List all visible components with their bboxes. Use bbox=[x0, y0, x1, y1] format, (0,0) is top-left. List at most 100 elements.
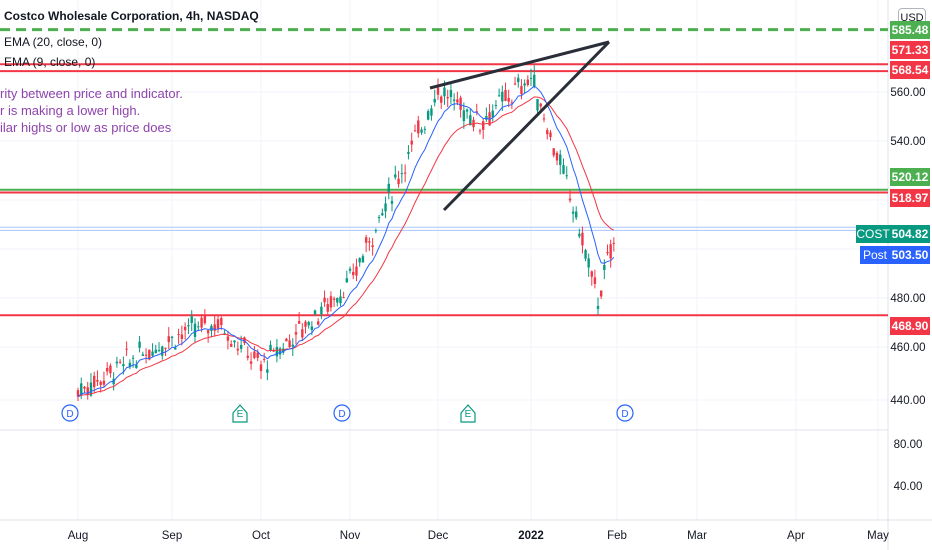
candle-body bbox=[555, 152, 559, 161]
trendline-lower[interactable] bbox=[442, 40, 611, 212]
candle-body bbox=[593, 277, 597, 284]
candle-body bbox=[603, 264, 606, 270]
candle-body bbox=[131, 357, 135, 359]
candle-body bbox=[364, 237, 368, 243]
price-level-tag[interactable]: 504.82 bbox=[890, 225, 930, 243]
candle-body bbox=[403, 172, 407, 174]
candle-body bbox=[384, 203, 387, 212]
candle-body bbox=[313, 310, 317, 315]
candle-body bbox=[565, 175, 568, 177]
candle-body bbox=[89, 382, 93, 396]
candle-body bbox=[301, 329, 304, 338]
time-axis-tick: 2022 bbox=[518, 530, 544, 542]
candle-body bbox=[526, 79, 530, 86]
post-market-tag[interactable]: Post bbox=[860, 246, 890, 264]
candle-body bbox=[180, 334, 184, 339]
candle-body bbox=[253, 351, 256, 358]
candle-body bbox=[200, 317, 203, 328]
candle-body bbox=[342, 297, 345, 299]
candle-body bbox=[459, 97, 462, 110]
candle-body bbox=[377, 217, 381, 219]
candle-body bbox=[256, 352, 259, 358]
ema9-legend[interactable]: EMA (9, close, 0) bbox=[4, 55, 96, 69]
candle-body bbox=[125, 348, 128, 350]
candle-body bbox=[282, 348, 285, 353]
candle-body bbox=[323, 297, 326, 303]
candle-body bbox=[542, 118, 546, 120]
candle-body bbox=[413, 130, 417, 132]
candle-body bbox=[407, 151, 410, 154]
symbol-tag[interactable]: COST bbox=[856, 225, 890, 243]
candle-body bbox=[420, 129, 423, 133]
price-level-tag[interactable]: 503.50 bbox=[890, 246, 930, 264]
candle-body bbox=[122, 364, 125, 367]
candle-body bbox=[581, 232, 584, 246]
earnings-marker[interactable] bbox=[460, 404, 476, 423]
candle-body bbox=[387, 183, 390, 193]
candle-body bbox=[381, 213, 384, 216]
event-marker-label: E bbox=[465, 409, 472, 420]
candle-body bbox=[167, 336, 170, 343]
dividend-marker[interactable] bbox=[333, 404, 351, 422]
candle-body bbox=[294, 332, 298, 335]
candle-body bbox=[426, 111, 430, 120]
candle-body bbox=[423, 128, 427, 130]
candle-body bbox=[575, 211, 578, 218]
candle-body bbox=[368, 241, 371, 243]
dividend-marker[interactable] bbox=[61, 404, 79, 422]
candle-body bbox=[517, 77, 520, 83]
candle-body bbox=[523, 83, 526, 86]
candle-body bbox=[170, 336, 174, 339]
event-marker-label: D bbox=[338, 409, 345, 420]
candle-body bbox=[259, 364, 263, 371]
price-level-tag[interactable]: 571.33 bbox=[890, 41, 930, 59]
annotation-text-line: r is making a lower high. bbox=[0, 103, 141, 118]
dividend-marker[interactable] bbox=[616, 404, 634, 422]
price-level-tag[interactable]: 520.12 bbox=[890, 168, 930, 186]
trendline-upper[interactable] bbox=[429, 40, 610, 90]
candle-body bbox=[246, 355, 249, 358]
candle-body bbox=[216, 319, 220, 329]
candle-body bbox=[161, 346, 164, 356]
candle-body bbox=[488, 112, 491, 126]
price-level-tag[interactable]: 585.48 bbox=[890, 21, 930, 39]
candle-body bbox=[559, 154, 562, 165]
price-axis-tick: 80.00 bbox=[894, 439, 923, 451]
candle-body bbox=[568, 198, 572, 201]
price-level-tag[interactable]: 568.54 bbox=[890, 61, 930, 79]
candle-body bbox=[230, 344, 233, 347]
ema9-line[interactable] bbox=[77, 85, 615, 398]
price-axis-tick: 540.00 bbox=[890, 136, 925, 148]
candle-body bbox=[536, 99, 539, 111]
candle-body bbox=[105, 368, 109, 372]
candle-body bbox=[304, 321, 307, 327]
candle-body bbox=[590, 271, 593, 277]
candle-body bbox=[220, 317, 223, 326]
candle-body bbox=[262, 358, 266, 360]
candle-body bbox=[157, 349, 161, 351]
candle-body bbox=[578, 233, 581, 237]
candle-body bbox=[552, 148, 555, 156]
candle-body bbox=[494, 105, 498, 107]
time-axis-tick: Oct bbox=[252, 530, 271, 542]
price-level-tag[interactable]: 518.97 bbox=[890, 189, 930, 207]
candle-body bbox=[236, 348, 240, 351]
candle-body bbox=[436, 87, 440, 95]
price-level-tag[interactable]: 468.90 bbox=[890, 317, 930, 335]
candle-body bbox=[99, 381, 102, 385]
candle-body bbox=[86, 387, 89, 395]
candle-body bbox=[164, 347, 167, 349]
candle-body bbox=[174, 347, 177, 350]
candle-body bbox=[465, 109, 469, 112]
candle-body bbox=[456, 99, 459, 103]
candle-body bbox=[606, 251, 609, 254]
candle-body bbox=[269, 344, 272, 351]
candle-body bbox=[417, 120, 420, 134]
earnings-marker[interactable] bbox=[232, 404, 248, 423]
ema20-line[interactable] bbox=[77, 96, 615, 398]
candle-body bbox=[138, 341, 141, 348]
candle-body bbox=[288, 340, 291, 348]
ema20-legend[interactable]: EMA (20, close, 0) bbox=[4, 35, 103, 49]
candle-body bbox=[612, 242, 616, 244]
